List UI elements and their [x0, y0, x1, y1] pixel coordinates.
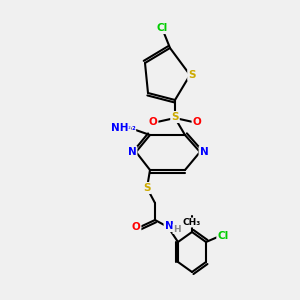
Text: ₂: ₂ — [132, 124, 136, 133]
Text: Cl: Cl — [218, 231, 229, 241]
Text: CH₃: CH₃ — [183, 218, 201, 227]
Text: S: S — [143, 183, 151, 193]
Text: N: N — [165, 221, 173, 231]
Text: N: N — [128, 147, 136, 157]
Text: S: S — [188, 70, 196, 80]
Text: H: H — [173, 224, 181, 233]
Text: NH: NH — [110, 123, 128, 133]
Text: S: S — [171, 112, 179, 122]
Text: O: O — [148, 117, 158, 127]
Text: ₂: ₂ — [128, 124, 130, 130]
Text: H: H — [120, 123, 128, 133]
Text: N: N — [200, 147, 208, 157]
Text: Cl: Cl — [156, 23, 168, 33]
Text: O: O — [132, 222, 140, 232]
Text: O: O — [193, 117, 201, 127]
